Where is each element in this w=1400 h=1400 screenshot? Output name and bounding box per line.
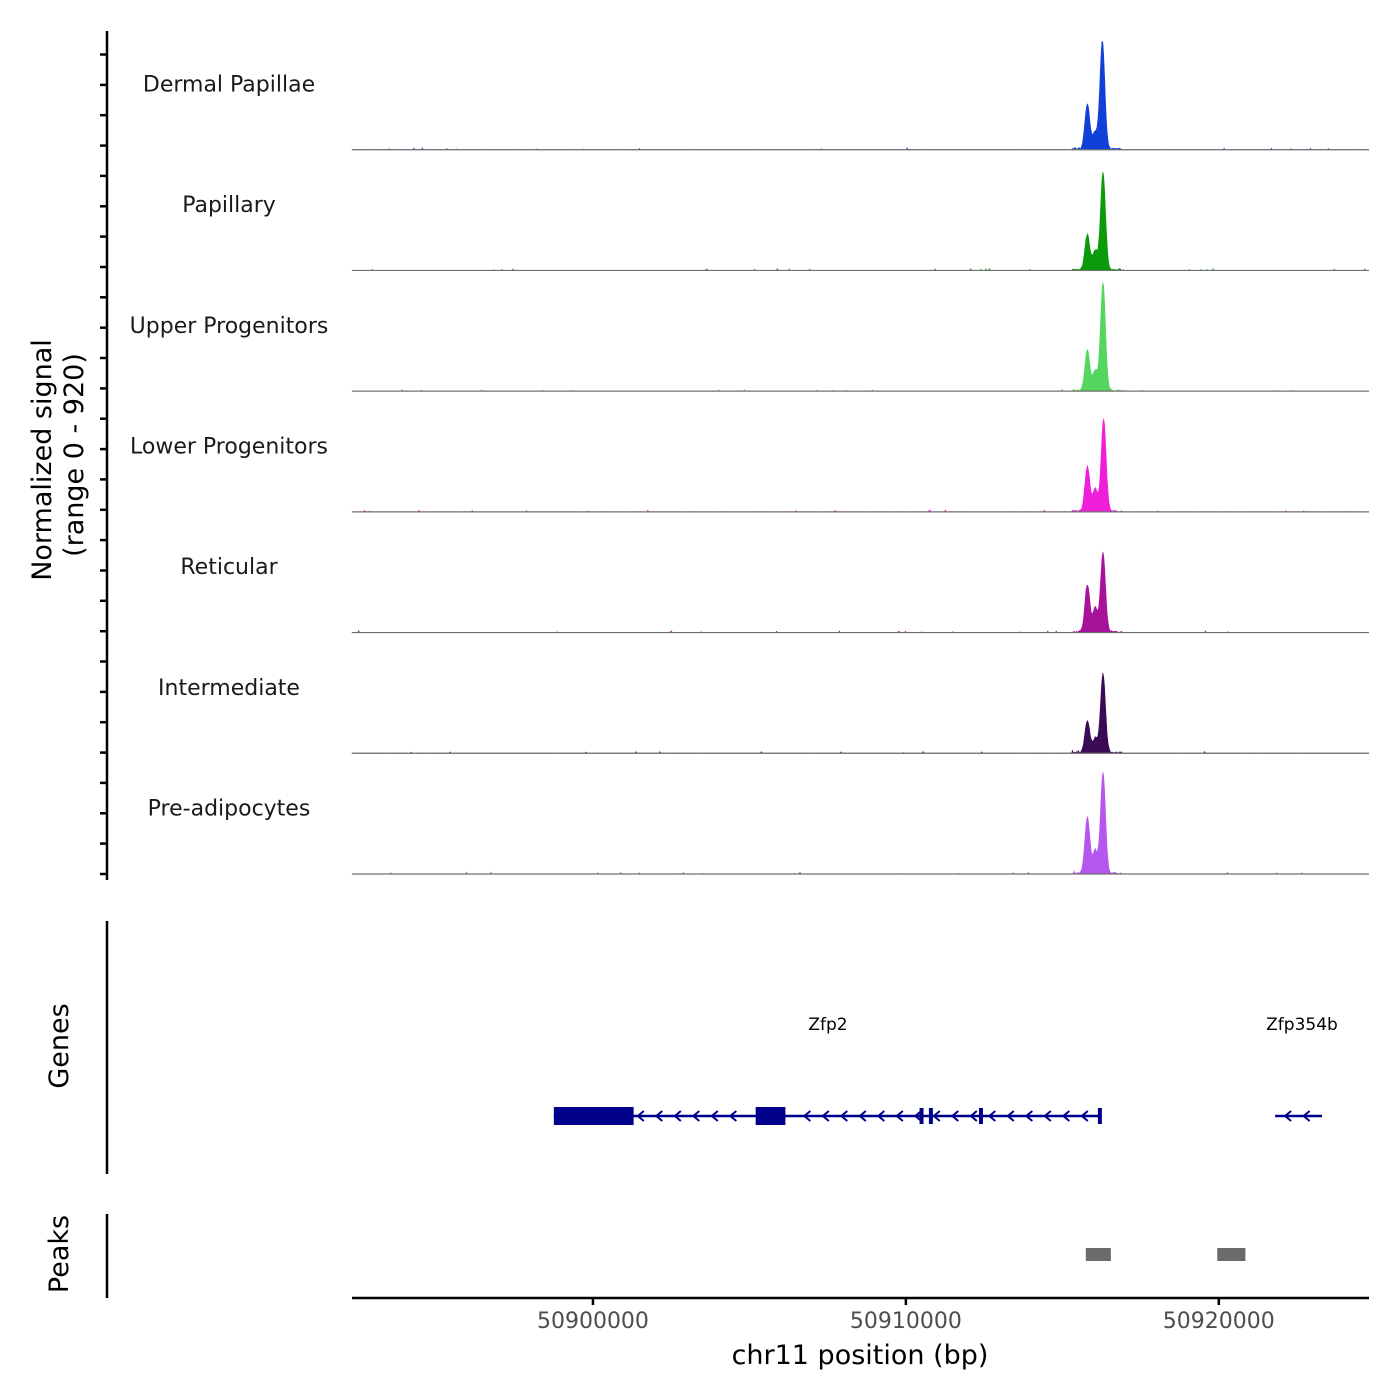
gene-exon-mark xyxy=(928,1108,933,1124)
strand-arrow xyxy=(895,1110,904,1122)
coverage-tracks: Dermal Papillae Papillary Upper Progenitor… xyxy=(130,40,1370,875)
x-ticks: 50900000 50910000 50920000 xyxy=(537,1298,1275,1334)
strand-arrow xyxy=(969,1110,978,1122)
peaks-section: Peaks xyxy=(44,1214,1246,1298)
coverage-signal xyxy=(351,171,1370,271)
x-tick-label: 50920000 xyxy=(1163,1309,1275,1334)
coverage-section: Normalized signal (range 0 - 920) Dermal… xyxy=(27,31,1370,880)
peak-regions xyxy=(1085,1248,1246,1261)
gene-exon-mark xyxy=(919,1108,924,1124)
strand-arrow xyxy=(728,1110,737,1122)
coverage-track: Papillary xyxy=(182,171,1370,272)
coverage-signal xyxy=(351,551,1370,633)
strand-arrow xyxy=(636,1110,645,1122)
strand-arrow xyxy=(654,1110,663,1122)
gene-exon-block xyxy=(553,1107,634,1125)
track-label: Intermediate xyxy=(158,676,300,701)
strand-arrow xyxy=(932,1110,941,1122)
coverage-y-axis xyxy=(100,31,109,880)
gene-models: Zfp2 Zfp354b xyxy=(553,1015,1338,1125)
strand-arrow xyxy=(691,1110,700,1122)
coverage-ylabel-line2: (range 0 - 920) xyxy=(59,353,90,557)
peaks-ylabel: Peaks xyxy=(44,1215,75,1293)
coverage-signal xyxy=(351,672,1370,754)
strand-arrow xyxy=(710,1110,719,1122)
strand-arrow xyxy=(913,1110,922,1122)
x-axis-label: chr11 position (bp) xyxy=(732,1340,989,1371)
coverage-track: Intermediate xyxy=(158,672,1370,754)
peak-region xyxy=(1085,1248,1111,1261)
track-label: Papillary xyxy=(182,193,276,218)
strand-arrow xyxy=(1283,1110,1292,1122)
coverage-track: Lower Progenitors xyxy=(130,418,1370,513)
strand-arrow xyxy=(876,1110,885,1122)
genes-ylabel: Genes xyxy=(44,1003,75,1088)
x-tick-label: 50900000 xyxy=(537,1309,649,1334)
strand-arrow xyxy=(950,1110,959,1122)
coverage-signal xyxy=(351,772,1370,875)
gene-label: Zfp2 xyxy=(808,1015,847,1035)
strand-arrow xyxy=(858,1110,867,1122)
coverage-signal xyxy=(351,40,1370,151)
track-label: Pre-adipocytes xyxy=(148,797,311,822)
coverage-track: Upper Progenitors xyxy=(130,282,1370,392)
strand-arrow xyxy=(987,1110,996,1122)
strand-arrow xyxy=(1024,1110,1033,1122)
coverage-track: Pre-adipocytes xyxy=(148,772,1370,875)
track-label: Reticular xyxy=(180,555,278,580)
strand-arrow xyxy=(1080,1110,1089,1122)
strand-arrow xyxy=(1061,1110,1070,1122)
gene-model: Zfp354b xyxy=(1266,1015,1338,1122)
strand-arrow xyxy=(673,1110,682,1122)
x-axis: 50900000 50910000 50920000 chr11 position … xyxy=(352,1296,1369,1371)
coverage-signal xyxy=(351,418,1370,513)
coverage-track: Dermal Papillae xyxy=(143,40,1370,151)
strand-arrow xyxy=(802,1110,811,1122)
coverage-ylabel-line1: Normalized signal xyxy=(27,339,58,581)
coverage-signal xyxy=(351,282,1370,392)
track-label: Upper Progenitors xyxy=(130,314,329,339)
genes-section: Genes Zfp2 Zfp354b xyxy=(44,921,1338,1174)
strand-arrow xyxy=(1302,1110,1311,1122)
gene-exon-block xyxy=(755,1107,786,1125)
track-label: Dermal Papillae xyxy=(143,72,315,97)
x-tick-label: 50910000 xyxy=(850,1309,962,1334)
peak-region xyxy=(1217,1248,1246,1261)
strand-arrow xyxy=(1006,1110,1015,1122)
gene-exon-mark xyxy=(1097,1108,1102,1124)
strand-arrow xyxy=(821,1110,830,1122)
strand-arrow xyxy=(1043,1110,1052,1122)
gene-exon-mark xyxy=(978,1108,983,1124)
strand-arrow xyxy=(839,1110,848,1122)
gene-model: Zfp2 xyxy=(553,1015,1102,1125)
track-label: Lower Progenitors xyxy=(130,435,328,460)
gene-label: Zfp354b xyxy=(1266,1015,1338,1035)
coverage-track: Reticular xyxy=(180,551,1370,634)
